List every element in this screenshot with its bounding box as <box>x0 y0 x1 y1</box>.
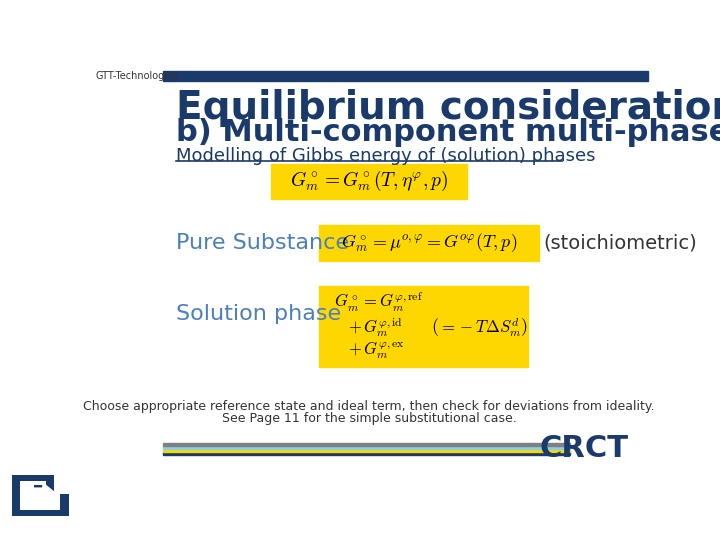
Text: $G_m^\circ = \mu^{o,\varphi} = G^{o\varphi}(T,p)$: $G_m^\circ = \mu^{o,\varphi} = G^{o\varp… <box>341 232 517 254</box>
Text: $+ \, G_m^{\varphi,\mathrm{ex}}$: $+ \, G_m^{\varphi,\mathrm{ex}}$ <box>348 340 405 361</box>
Bar <box>163 443 570 446</box>
Text: CRCT: CRCT <box>539 435 629 463</box>
Text: $\left(= -T\Delta S_m^d\right)$: $\left(= -T\Delta S_m^d\right)$ <box>431 315 528 339</box>
FancyBboxPatch shape <box>319 225 539 261</box>
Text: (stoichiometric): (stoichiometric) <box>543 233 697 252</box>
Polygon shape <box>12 475 68 516</box>
Text: Equilibrium considerations: Equilibrium considerations <box>176 90 720 127</box>
FancyBboxPatch shape <box>319 286 528 367</box>
Text: $G_m^\circ = G_m^\circ(T,\eta^\varphi,p)$: $G_m^\circ = G_m^\circ(T,\eta^\varphi,p)… <box>289 170 449 193</box>
Text: Solution phase: Solution phase <box>176 304 341 325</box>
Text: Pure Substance: Pure Substance <box>176 233 349 253</box>
Text: $G_m^\circ = G_m^{\varphi,\mathrm{ref}}$: $G_m^\circ = G_m^{\varphi,\mathrm{ref}}$ <box>334 291 423 314</box>
Text: GTT-Technologies: GTT-Technologies <box>96 71 179 80</box>
Text: See Page 11 for the simple substitutional case.: See Page 11 for the simple substitutiona… <box>222 411 516 425</box>
Bar <box>163 452 570 455</box>
Bar <box>163 71 648 80</box>
Text: b) Multi-component multi-phase approach: b) Multi-component multi-phase approach <box>176 118 720 147</box>
Text: Modelling of Gibbs energy of (solution) phases: Modelling of Gibbs energy of (solution) … <box>176 147 596 165</box>
Bar <box>163 446 570 449</box>
Polygon shape <box>28 482 56 505</box>
Text: $+ \, G_m^{\varphi,\mathrm{id}}$: $+ \, G_m^{\varphi,\mathrm{id}}$ <box>348 315 402 339</box>
FancyBboxPatch shape <box>271 164 467 199</box>
Text: Choose appropriate reference state and ideal term, then check for deviations fro: Choose appropriate reference state and i… <box>84 400 654 413</box>
Bar <box>163 449 570 452</box>
